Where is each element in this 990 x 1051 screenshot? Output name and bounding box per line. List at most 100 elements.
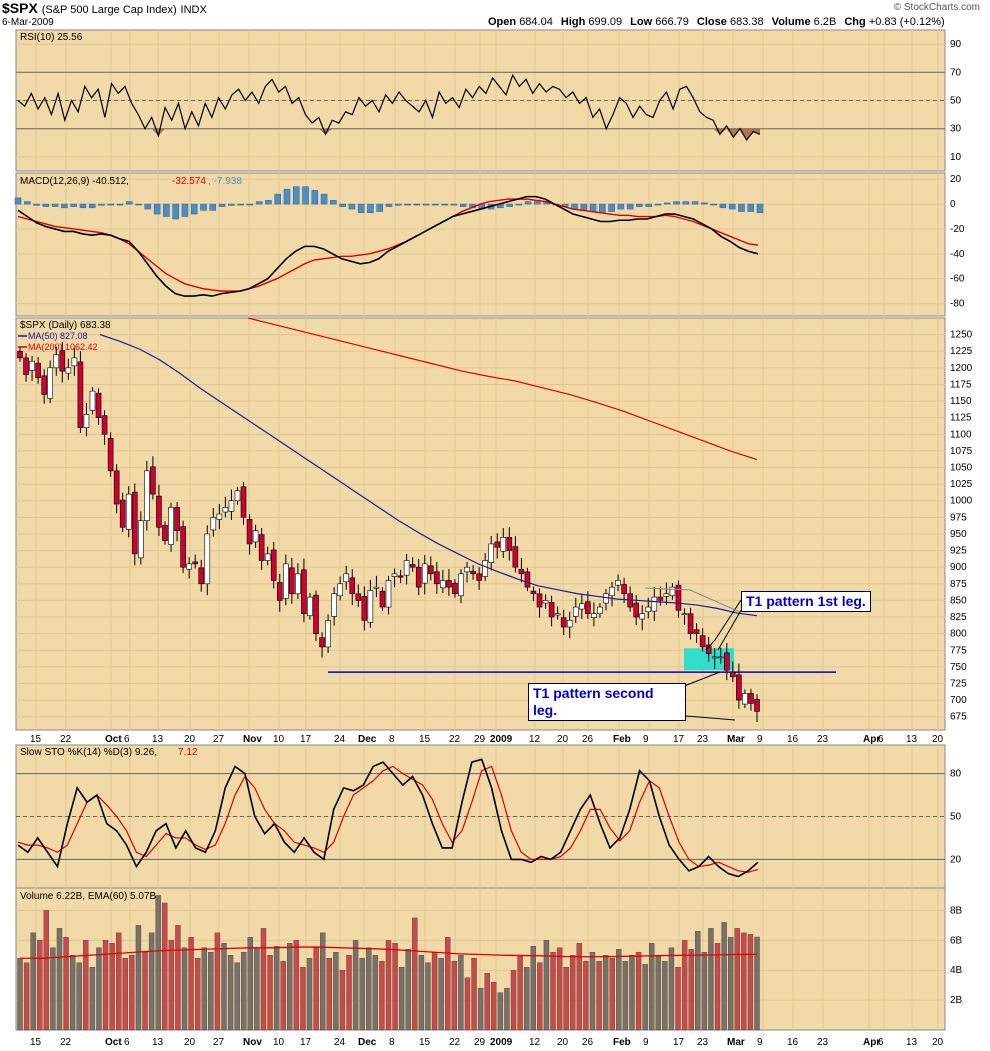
macd-histogram-bar xyxy=(33,203,40,206)
price-xaxis-tick-label: 15 xyxy=(30,734,42,745)
candle-body xyxy=(276,582,283,601)
macd-histogram-bar xyxy=(710,203,717,206)
volume-bar xyxy=(484,973,490,1031)
candle-body xyxy=(687,613,694,634)
candle-body xyxy=(89,390,96,411)
candle-body xyxy=(427,565,434,575)
macd-histogram-bar xyxy=(747,203,754,212)
volume-bar xyxy=(188,937,194,1031)
volume-xaxis-tick-label: 13 xyxy=(906,1037,918,1048)
volume-xaxis-tick-label: 16 xyxy=(787,1037,799,1048)
macd-histogram-bar xyxy=(738,203,745,212)
macd-y-tick-label: 0 xyxy=(950,199,956,210)
price-y-tick-label: 1250 xyxy=(950,330,973,341)
volume-y-tick-label: 6B xyxy=(950,935,963,946)
volume-bar xyxy=(129,955,135,1031)
volume-xaxis-tick-label: 9 xyxy=(643,1037,649,1048)
macd-histogram-bar xyxy=(719,203,727,209)
price-xaxis-tick-label: 13 xyxy=(152,734,164,745)
volume-bar xyxy=(431,952,438,1031)
price-y-tick-label: 725 xyxy=(950,678,967,689)
volume-bar xyxy=(491,981,497,1031)
macd-histogram-bar xyxy=(589,203,597,212)
candle-body xyxy=(119,499,126,528)
volume-xaxis-tick-label: 22 xyxy=(449,1037,461,1048)
volume-bar xyxy=(300,967,306,1031)
macd-y-tick-label: -60 xyxy=(950,274,965,285)
candle-body xyxy=(542,600,549,604)
price-xaxis-tick-label: 26 xyxy=(582,734,594,745)
volume-xaxis-tick-label: 23 xyxy=(697,1037,709,1048)
candle-body xyxy=(174,507,180,531)
price-y-tick-label: 1000 xyxy=(950,496,973,507)
volume-bar xyxy=(76,962,82,1031)
rsi-y-tick-label: 10 xyxy=(950,152,962,163)
volume-bar xyxy=(418,955,425,1031)
candle-body xyxy=(440,580,446,589)
candle-body xyxy=(524,571,531,588)
open-label: Open xyxy=(488,16,517,28)
rsi-line xyxy=(17,73,761,142)
price-xaxis-tick-label: Mar xyxy=(727,734,745,745)
candle-body xyxy=(71,357,78,367)
volume-bar xyxy=(293,940,300,1031)
macd-histogram-bar xyxy=(691,201,699,205)
price-xaxis-tick-label: 24 xyxy=(334,734,346,745)
macd-y-tick-label: -40 xyxy=(950,249,965,260)
volume-bar xyxy=(398,967,405,1031)
volume-bar xyxy=(609,958,615,1031)
volume-bar xyxy=(695,931,701,1031)
candle-body xyxy=(17,350,23,359)
volume-xaxis-tick-label: 2009 xyxy=(490,1037,513,1048)
volume-bar xyxy=(142,952,148,1031)
price-y-tick-label: 1125 xyxy=(950,413,972,424)
macd-histogram-bar xyxy=(701,202,708,205)
volume-bar xyxy=(523,967,530,1031)
candle-body xyxy=(675,584,682,611)
volume-xaxis-tick-label: 20 xyxy=(557,1037,569,1048)
macd-histogram-bar xyxy=(172,203,179,220)
price-y-tick-label: 1175 xyxy=(950,379,972,390)
volume-bar xyxy=(458,955,464,1031)
price-xaxis-tick-label: 2009 xyxy=(490,734,513,745)
macd-histogram-bar xyxy=(293,186,300,205)
ma200-line xyxy=(247,317,758,461)
macd-histogram-bar xyxy=(320,193,328,205)
price-xaxis-tick-label: 23 xyxy=(697,734,709,745)
volume-xaxis-tick-label: 6 xyxy=(878,1037,884,1048)
annotation-leg1-pointer xyxy=(705,599,742,651)
candle-body xyxy=(536,593,543,608)
candle-body xyxy=(500,536,507,552)
volume-bar xyxy=(379,961,385,1031)
volume-bar xyxy=(287,943,293,1031)
candle-body xyxy=(83,414,90,428)
candle-body xyxy=(361,596,368,621)
macd-histogram-bar xyxy=(608,203,615,212)
candle-body xyxy=(723,652,730,671)
close-label: Close xyxy=(696,16,727,28)
volume-ema-line xyxy=(20,946,758,959)
volume-xaxis-tick-label: Mar xyxy=(727,1037,745,1048)
price-y-tick-label: 1150 xyxy=(950,396,972,407)
price-y-tick-label: 875 xyxy=(950,579,967,590)
price-xaxis-tick-label: 6 xyxy=(878,734,884,745)
volume-bar xyxy=(241,952,247,1031)
rsi-oversold-fill xyxy=(726,128,734,138)
candle-body xyxy=(180,526,186,568)
volume-bar xyxy=(563,967,569,1031)
volume-bar xyxy=(63,937,69,1031)
candle-body xyxy=(198,567,205,585)
volume-xaxis-tick-label: Apr xyxy=(863,1037,880,1048)
candle-body xyxy=(657,596,664,601)
volume-bar xyxy=(392,943,398,1031)
macd-histogram-bar xyxy=(385,203,393,207)
candle-body xyxy=(331,593,337,617)
macd-histogram-bar xyxy=(79,203,87,209)
candle-body xyxy=(192,561,198,565)
sto-title: Slow STO %K(14) %D(3) 9.26, xyxy=(20,747,157,758)
volume-bar xyxy=(622,961,629,1031)
ma50-line xyxy=(99,334,758,617)
volume-xaxis-tick-label: 20 xyxy=(932,1037,944,1048)
volume-bar xyxy=(69,955,76,1031)
symbol-description: (S&P 500 Large Cap Index) xyxy=(41,4,177,16)
